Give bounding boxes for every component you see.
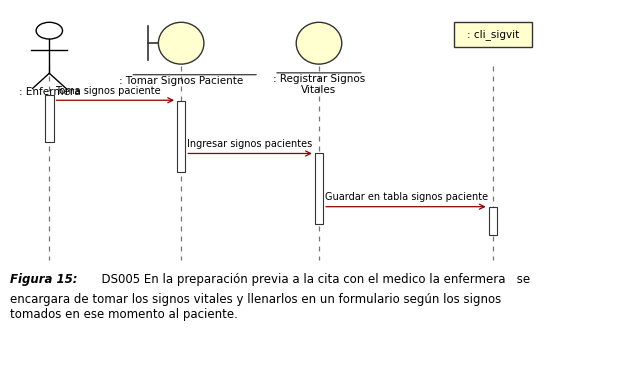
Ellipse shape xyxy=(159,22,204,64)
Text: Guardar en tabla signos paciente: Guardar en tabla signos paciente xyxy=(325,192,488,202)
Text: : Registrar Signos
Vitales: : Registrar Signos Vitales xyxy=(273,74,365,95)
Bar xyxy=(315,154,323,224)
Text: Ingresar signos pacientes: Ingresar signos pacientes xyxy=(187,139,312,149)
Text: : Enfermera: : Enfermera xyxy=(19,87,80,97)
Bar xyxy=(177,101,186,172)
Bar xyxy=(454,22,532,47)
Text: DS005 En la preparación previa a la cita con el medico la enfermera   se: DS005 En la preparación previa a la cita… xyxy=(93,273,530,286)
Text: : cli_sigvit: : cli_sigvit xyxy=(466,29,519,40)
Ellipse shape xyxy=(296,22,342,64)
Text: encargara de tomar los signos vitales y llenarlos en un formulario según los sig: encargara de tomar los signos vitales y … xyxy=(11,293,502,321)
Text: Figura 15:: Figura 15: xyxy=(11,273,78,286)
Text: Toma signos paciente: Toma signos paciente xyxy=(55,86,161,96)
Text: : Tomar Signos Paciente: : Tomar Signos Paciente xyxy=(119,75,243,85)
Bar xyxy=(488,207,497,235)
Bar xyxy=(45,95,53,142)
